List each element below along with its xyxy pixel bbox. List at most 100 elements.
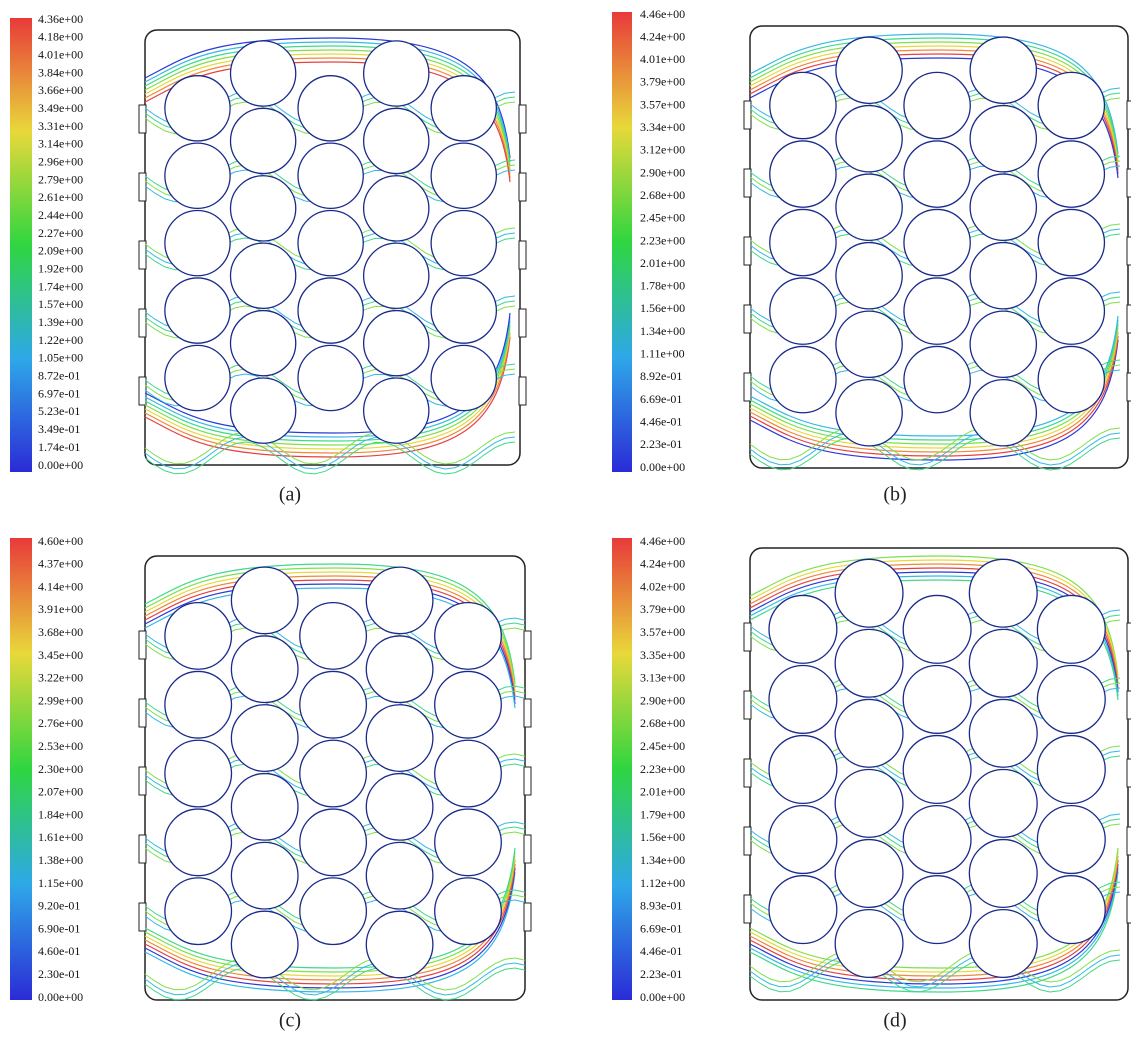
streamline [144, 962, 526, 996]
tube [903, 277, 971, 345]
tube [164, 142, 231, 210]
outlet-notch [1126, 758, 1131, 788]
colorbar-label: 3.12e+00 [640, 143, 685, 157]
colorbar-label: 4.01e+00 [38, 47, 83, 61]
colorbar-label: 3.49e-01 [38, 422, 80, 436]
colorbar-label: 1.74e+00 [38, 279, 83, 293]
tube [297, 75, 364, 142]
outlet-notch [1126, 690, 1131, 720]
tube [430, 209, 498, 277]
colorbar-label: 3.31e+00 [38, 119, 83, 133]
inlet-notch [138, 698, 147, 728]
tube [299, 670, 368, 739]
tube [835, 241, 903, 310]
tube [969, 310, 1038, 379]
tube [229, 377, 297, 444]
tube [365, 910, 434, 979]
outlet-notch [523, 630, 532, 660]
tube [434, 808, 502, 877]
colorbar-label: 3.57e+00 [640, 625, 685, 639]
panel-caption: (d) [883, 1010, 906, 1032]
colorbar-label: 2.68e+00 [640, 188, 685, 202]
tube [230, 566, 299, 635]
colorbar-label: 4.46e-01 [640, 414, 682, 428]
colorbar-label: 1.78e+00 [640, 279, 685, 293]
colorbar-label: 2.99e+00 [38, 693, 83, 707]
panel: 4.46e+00 4.24e+00 4.02e+00 3.79e+00 3.57e+00… [612, 534, 1131, 1032]
tube [362, 175, 430, 242]
outlet-notch [1126, 236, 1131, 266]
colorbar-label: 8.93e-01 [640, 899, 682, 913]
colorbar-label: 2.90e+00 [640, 165, 685, 179]
colorbar-label: 2.01e+00 [640, 256, 685, 270]
tube [903, 71, 971, 140]
inlet-notch [743, 372, 752, 402]
streamline [749, 954, 1121, 988]
tube [434, 670, 502, 739]
tube [768, 875, 838, 945]
outlet-notch [523, 698, 532, 728]
streamline [749, 867, 1119, 989]
tube [1037, 208, 1106, 277]
tube [230, 772, 299, 841]
tube [164, 670, 233, 739]
tube [365, 704, 434, 772]
streamline [144, 867, 516, 989]
colorbar-label: 2.23e-01 [640, 437, 682, 451]
colorbar-label: 4.14e+00 [38, 579, 83, 593]
tube [834, 838, 904, 908]
colorbar-label: 4.46e+00 [640, 534, 685, 548]
tube [903, 140, 971, 208]
colorbar-label: 1.56e+00 [640, 830, 685, 844]
colorbar-label: 2.27e+00 [38, 226, 83, 240]
tube [365, 772, 434, 841]
tube [430, 277, 498, 344]
colorbar-label: 1.34e+00 [640, 324, 685, 338]
inlet-notch [138, 902, 147, 932]
tube [969, 104, 1038, 173]
streamline [144, 436, 516, 470]
colorbar-label: 3.34e+00 [640, 120, 685, 134]
inlet-notch [743, 690, 752, 720]
flow-domain [138, 29, 527, 475]
tube [365, 841, 434, 910]
colorbar-label: 1.05e+00 [38, 351, 83, 365]
streamline [144, 441, 516, 475]
colorbar-label: 2.76e+00 [38, 716, 83, 730]
inlet-notch [138, 240, 147, 270]
colorbar-label: 3.91e+00 [38, 602, 83, 616]
colorbar-label: 2.09e+00 [38, 244, 83, 258]
colorbar-label: 3.79e+00 [640, 602, 685, 616]
streamline [749, 437, 1121, 471]
colorbar-label: 4.37e+00 [38, 557, 83, 571]
streamline [749, 949, 1121, 983]
colorbar [612, 538, 632, 1000]
outlet-notch [518, 240, 527, 270]
colorbar-label: 6.69e-01 [640, 921, 682, 935]
panel-caption: (b) [883, 484, 906, 506]
outlet-notch [518, 172, 527, 202]
tube [164, 808, 233, 877]
tube [769, 140, 837, 208]
panel: 4.46e+00 4.24e+00 4.01e+00 3.79e+00 3.57e+00… [612, 7, 1131, 506]
colorbar-label: 2.96e+00 [38, 154, 83, 168]
tube [969, 36, 1038, 104]
colorbar-label: 3.84e+00 [38, 65, 83, 79]
streamline [144, 431, 516, 465]
colorbar-label: 0.00e+00 [38, 990, 83, 1004]
colorbar-label: 0.00e+00 [38, 458, 83, 472]
outlet-notch [523, 766, 532, 796]
tube [968, 908, 1038, 979]
tube [902, 664, 972, 734]
tube [834, 628, 904, 698]
tube [164, 601, 233, 670]
tube [769, 71, 837, 140]
tube [969, 241, 1038, 310]
inlet-notch [743, 622, 752, 652]
tube [1037, 345, 1106, 414]
colorbar-label: 9.20e-01 [38, 899, 80, 913]
tube [299, 877, 368, 946]
flow-domain [138, 555, 532, 1001]
outlet-notch [1126, 826, 1131, 856]
outlet-notch [1126, 304, 1131, 334]
